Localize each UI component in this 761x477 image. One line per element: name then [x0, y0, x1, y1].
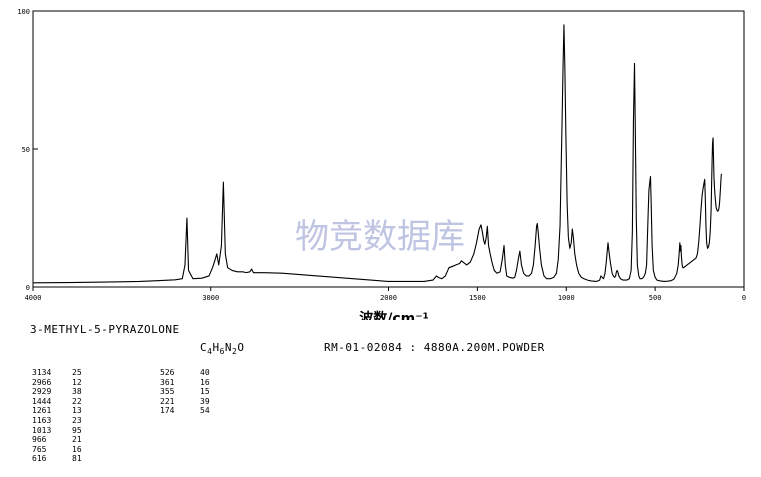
formula-h: H	[212, 341, 220, 354]
spectrum-line	[32, 24, 722, 284]
peak-wavenumber: 1013	[32, 425, 52, 435]
peak-row: 966 21	[32, 435, 102, 445]
peak-wavenumber: 1261	[32, 406, 52, 416]
peak-wavenumber: 765	[32, 444, 47, 454]
peak-intensity: 21	[72, 435, 82, 445]
peak-row: 221 39	[160, 397, 230, 407]
peak-row: 2929 38	[32, 387, 102, 397]
compound-name: 3-METHYL-5-PYRAZOLONE	[30, 323, 180, 336]
watermark-text: 物竞数据库	[295, 217, 465, 257]
peak-intensity: 38	[72, 387, 82, 397]
y-tick-label: 0	[26, 284, 30, 292]
peak-row: 616 81	[32, 454, 102, 464]
x-tick-label: 0	[742, 294, 746, 302]
peak-table-left: 3134 25 2966 12 2929 38 1444 22 1261 13 1163 23 1013…	[32, 368, 102, 464]
peak-wavenumber: 361	[160, 377, 175, 387]
peak-wavenumber: 174	[160, 406, 175, 416]
watermark: 物竞数据库	[295, 217, 465, 257]
formula-n: N	[224, 341, 233, 354]
peak-intensity: 95	[72, 425, 82, 435]
peak-row: 3134 25	[32, 368, 102, 378]
peak-intensity: 16	[72, 444, 82, 454]
peak-intensity: 22	[72, 396, 82, 406]
x-tick-label: 1500	[469, 294, 486, 302]
peak-wavenumber: 616	[32, 454, 47, 464]
peak-intensity: 15	[200, 387, 210, 397]
spectrum-line-group	[32, 24, 722, 284]
sample-info: RM-01-02084 : 4880A.200M.POWDER	[324, 341, 545, 354]
peak-wavenumber: 966	[32, 435, 47, 445]
peak-wavenumber: 1163	[32, 415, 52, 425]
peak-intensity: 54	[200, 406, 210, 416]
x-axis: 4000 3000 2000 1500 1000 500 0	[25, 287, 746, 302]
peak-intensity: 81	[72, 454, 82, 464]
peak-row: 1163 23	[32, 416, 102, 426]
formula-c: C	[200, 341, 208, 354]
x-tick-label: 4000	[25, 294, 42, 302]
peak-intensity: 25	[72, 368, 82, 377]
formula-c-count: 4	[207, 347, 213, 357]
peak-intensity: 40	[200, 368, 210, 377]
peak-row: 765 16	[32, 445, 102, 455]
peak-intensity: 16	[200, 377, 210, 387]
molecular-formula: C4H6N2O	[200, 341, 244, 356]
peak-table-right: 526 40 361 16 355 15 221 39 174 54	[160, 368, 230, 416]
y-tick-label: 100	[17, 8, 30, 16]
x-tick-label: 500	[649, 294, 662, 302]
peak-row: 355 15	[160, 387, 230, 397]
peak-row: 1013 95	[32, 426, 102, 436]
peak-wavenumber: 526	[160, 368, 175, 377]
peak-row: 1261 13	[32, 406, 102, 416]
peak-intensity: 23	[72, 415, 82, 425]
peak-wavenumber: 2929	[32, 387, 52, 397]
x-tick-label: 1000	[558, 294, 575, 302]
peak-row: 526 40	[160, 368, 230, 378]
peak-wavenumber: 355	[160, 387, 175, 397]
formula-n-count: 2	[232, 347, 238, 357]
peak-row: 361 16	[160, 378, 230, 388]
peak-wavenumber: 1444	[32, 396, 52, 406]
peak-intensity: 39	[200, 396, 210, 406]
formula-h-count: 6	[219, 347, 225, 357]
peak-wavenumber: 221	[160, 396, 175, 406]
peak-wavenumber: 2966	[32, 377, 52, 387]
peak-wavenumber: 3134	[32, 368, 52, 377]
peak-row: 174 54	[160, 406, 230, 416]
peak-row: 1444 22	[32, 397, 102, 407]
spectrum-chart: 物竞数据库 0 50 100 4000 3000 2000 1500 1000 500 0 波数…	[17, 8, 746, 320]
x-axis-label: 波数/cm⁻¹	[359, 310, 429, 320]
peak-row: 2966 12	[32, 378, 102, 388]
y-tick-label: 50	[22, 146, 30, 154]
y-axis: 0 50 100	[17, 8, 38, 292]
x-tick-label: 3000	[202, 294, 219, 302]
peak-intensity: 13	[72, 406, 82, 416]
peak-intensity: 12	[72, 377, 82, 387]
formula-o: O	[237, 341, 245, 354]
x-tick-label: 2000	[380, 294, 397, 302]
